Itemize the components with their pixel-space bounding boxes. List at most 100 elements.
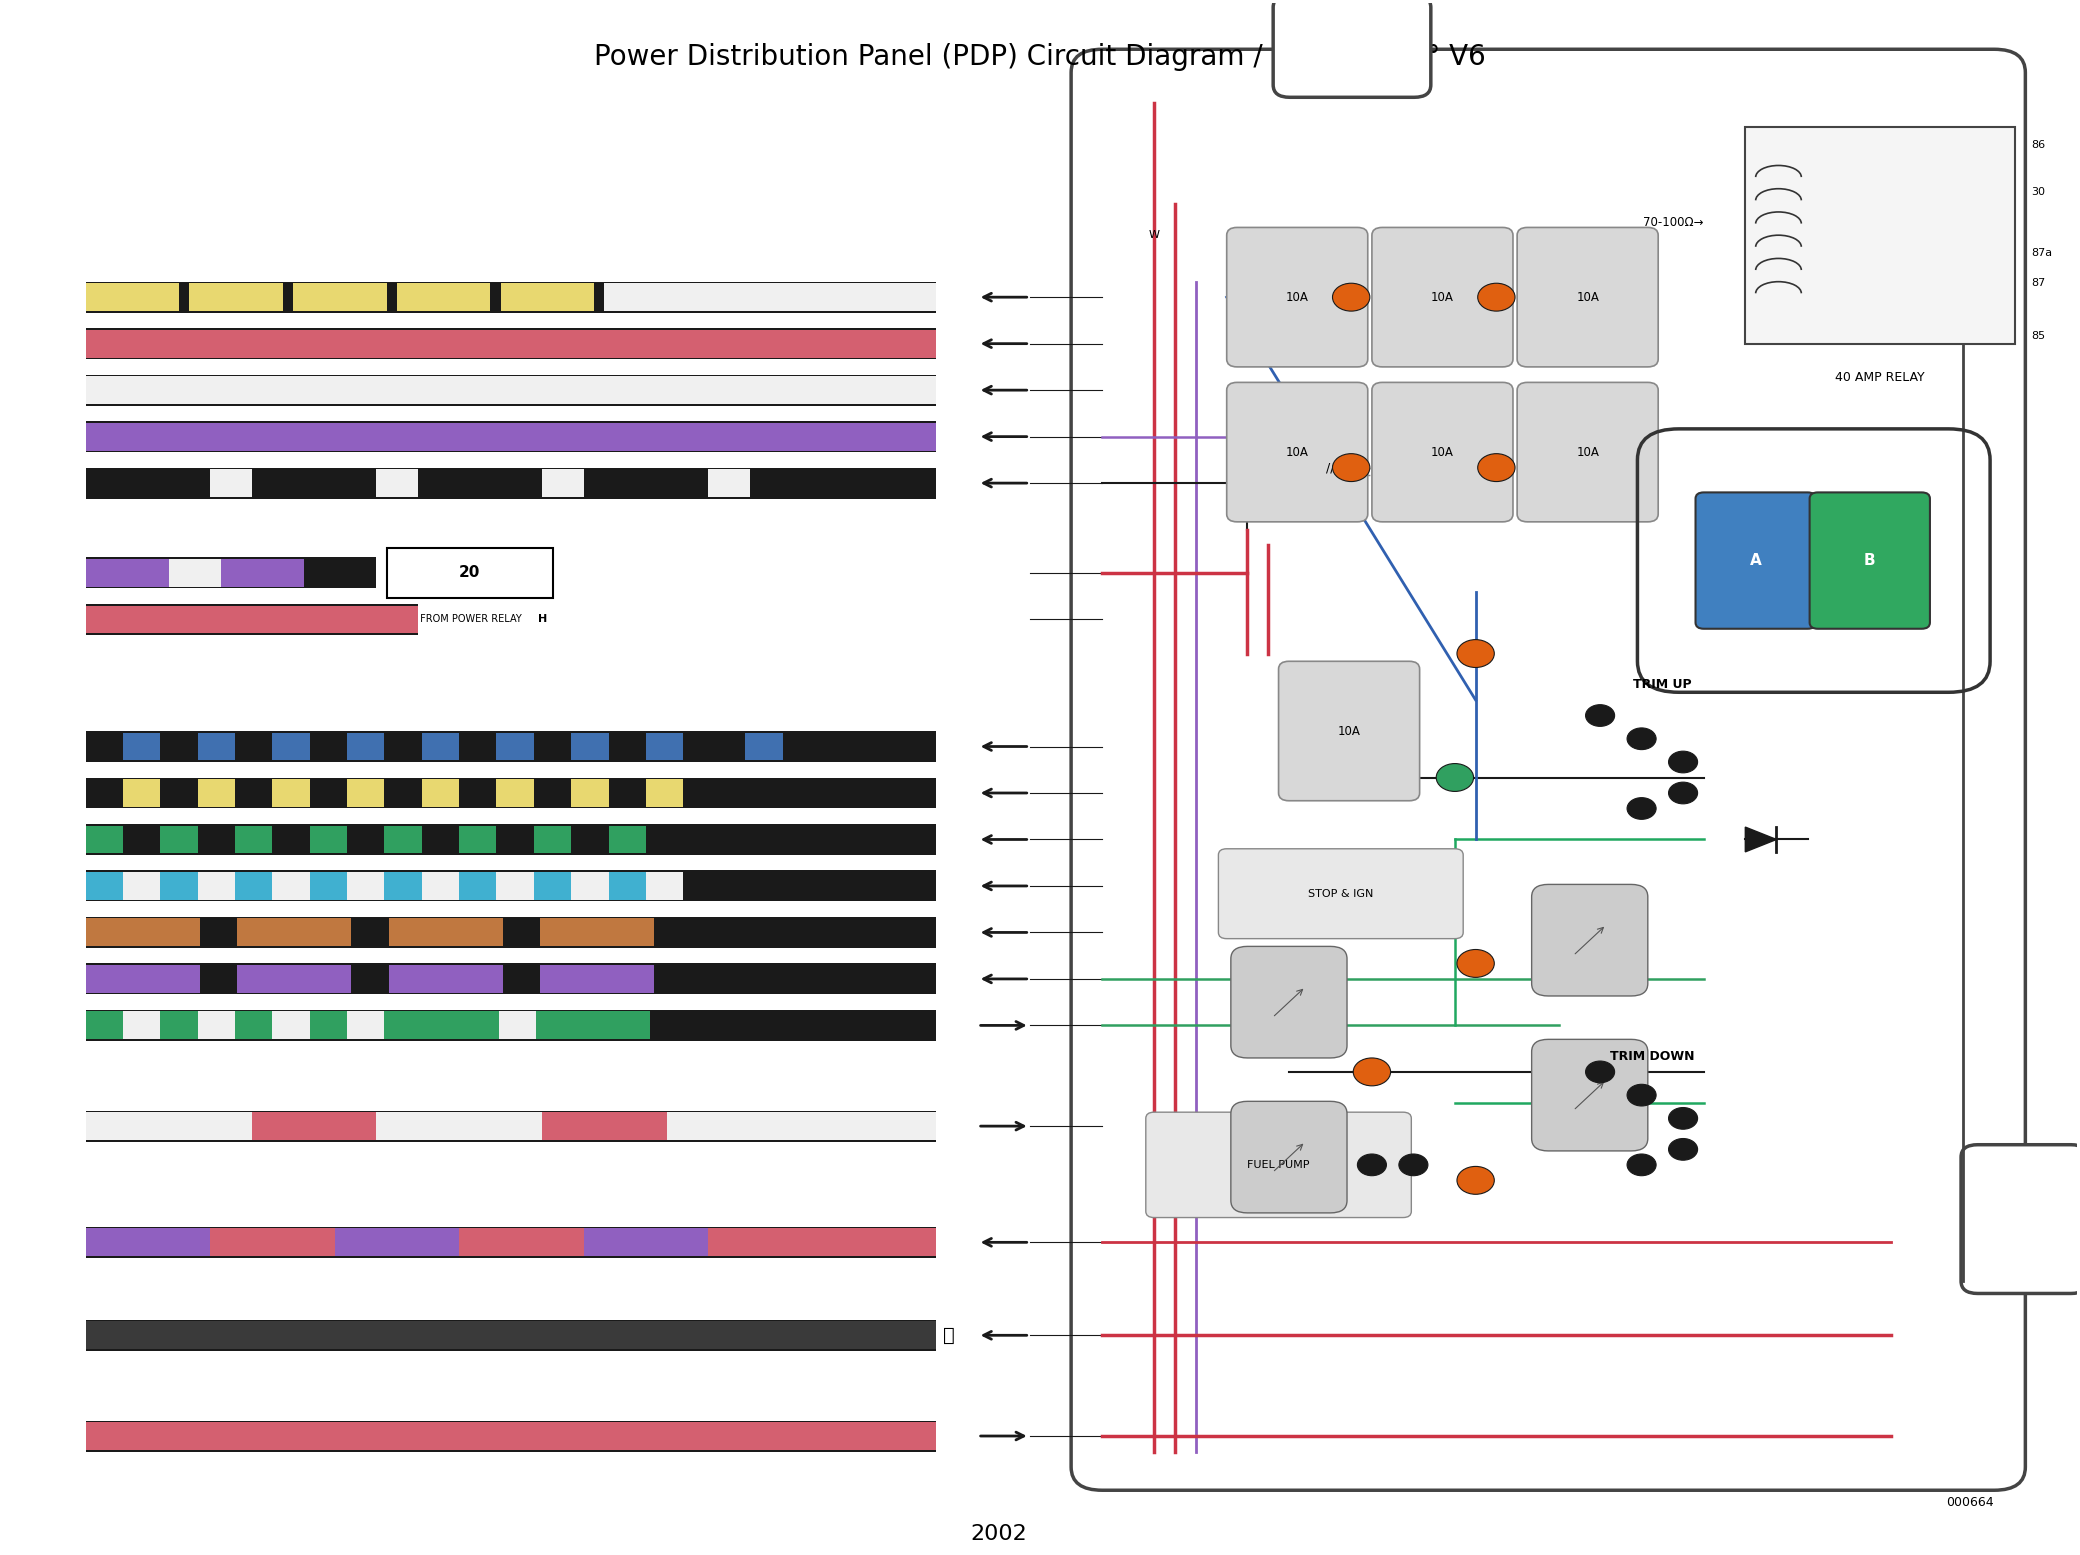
Text: 10A: 10A [1431,446,1454,459]
Text: 12V FROM MAIN RELAY: 12V FROM MAIN RELAY [408,339,522,348]
Bar [85,779,123,807]
Bar [310,779,347,807]
Bar [647,779,682,807]
Bar [85,421,936,453]
Bar [85,560,168,586]
Text: 10A: 10A [1337,725,1360,737]
Bar [235,872,272,900]
Circle shape [1668,1107,1697,1129]
Text: M: M [539,386,549,395]
Text: 40V TO FUEL INJECTORS 3 & 6: 40V TO FUEL INJECTORS 3 & 6 [374,292,522,302]
Bar [85,1009,936,1040]
Text: TRIM DOWN: TRIM DOWN [1610,1050,1695,1064]
Bar [123,872,160,900]
Bar [499,1011,537,1039]
Bar [272,779,310,807]
Bar [123,732,160,760]
Bar [1745,128,2016,344]
Bar [85,1228,210,1256]
Bar [85,778,936,809]
Bar [85,468,936,499]
Text: 40V FROM EMM/ALTERNATOR: 40V FROM EMM/ALTERNATOR [379,1121,522,1130]
FancyBboxPatch shape [1227,227,1369,367]
Text: STOP & IGN: STOP & IGN [1308,889,1373,899]
FancyBboxPatch shape [1279,661,1421,801]
Text: FUSED B+ TO FILTER
MODULE & KEY SWITCH: FUSED B+ TO FILTER MODULE & KEY SWITCH [406,1232,522,1253]
Text: 12V TO FUEL PUMP: 12V TO FUEL PUMP [428,973,522,984]
Text: SWITCHED B+ TO MAIN RELAY: SWITCHED B+ TO MAIN RELAY [372,432,522,442]
Bar [85,919,200,947]
FancyBboxPatch shape [1373,227,1512,367]
Bar [541,966,653,994]
Bar [160,1011,198,1039]
Bar [543,1112,666,1140]
Text: G: G [539,742,547,751]
Bar [160,732,198,760]
Bar [198,732,235,760]
Bar [460,732,497,760]
Text: 10A: 10A [1285,291,1308,303]
Bar [310,826,347,854]
Bar [385,779,422,807]
Bar [85,872,123,900]
Text: A: A [1749,554,1762,568]
FancyBboxPatch shape [1961,1144,2080,1294]
Bar [682,779,936,807]
FancyBboxPatch shape [1227,383,1369,522]
FancyBboxPatch shape [1146,1112,1412,1218]
Bar [501,283,595,311]
Circle shape [1477,283,1514,311]
Circle shape [1358,1154,1387,1176]
Text: 12V FROM POWER RELAY: 12V FROM POWER RELAY [397,614,522,625]
Text: D: D [539,882,547,891]
Bar [237,919,352,947]
Text: F: F [539,788,545,798]
Bar [460,872,497,900]
FancyBboxPatch shape [1231,1101,1348,1213]
Bar [85,731,936,762]
Bar [347,732,385,760]
Text: A: A [539,1121,547,1130]
Bar [85,423,936,451]
FancyBboxPatch shape [1373,383,1512,522]
Circle shape [1333,454,1371,482]
Bar [85,605,418,633]
Text: 70-100Ω→: 70-100Ω→ [1643,216,1704,229]
Bar [85,376,936,404]
Bar [198,779,235,807]
Circle shape [1456,639,1493,667]
Bar [85,1112,252,1140]
Text: 40V TO IGNITION CIRCUIT (EMM): 40V TO IGNITION CIRCUIT (EMM) [362,835,522,844]
Bar [497,779,535,807]
Bar [85,283,179,311]
Bar [85,470,210,498]
Bar [272,732,310,760]
Bar [707,1228,936,1256]
Bar [85,917,936,949]
Bar [653,919,936,947]
Bar [460,779,497,807]
Circle shape [1627,798,1656,819]
Text: FUEL PUMP: FUEL PUMP [1248,1160,1310,1169]
Bar [422,732,460,760]
Bar [584,470,707,498]
Bar [422,779,460,807]
Text: P: P [539,292,547,302]
Bar [647,732,682,760]
Bar [123,826,160,854]
FancyBboxPatch shape [1516,383,1658,522]
Bar [460,1228,584,1256]
Bar [497,732,535,760]
Bar [85,330,936,358]
Text: 10A: 10A [1577,291,1600,303]
Text: B+ FROM STARTER SOLENOID: B+ FROM STARTER SOLENOID [374,1431,522,1441]
Bar [85,375,936,406]
Text: 30: 30 [2032,187,2045,197]
Bar [210,470,252,498]
Bar [85,1227,936,1258]
Text: Power Distribution Panel (PDP) Circuit Diagram / 60° and 90° V6: Power Distribution Panel (PDP) Circuit D… [595,44,1485,72]
Circle shape [1668,782,1697,804]
Bar [189,283,283,311]
Text: SWITCHED B+ TO EMM: SWITCHED B+ TO EMM [410,568,522,578]
Bar [85,1110,936,1141]
